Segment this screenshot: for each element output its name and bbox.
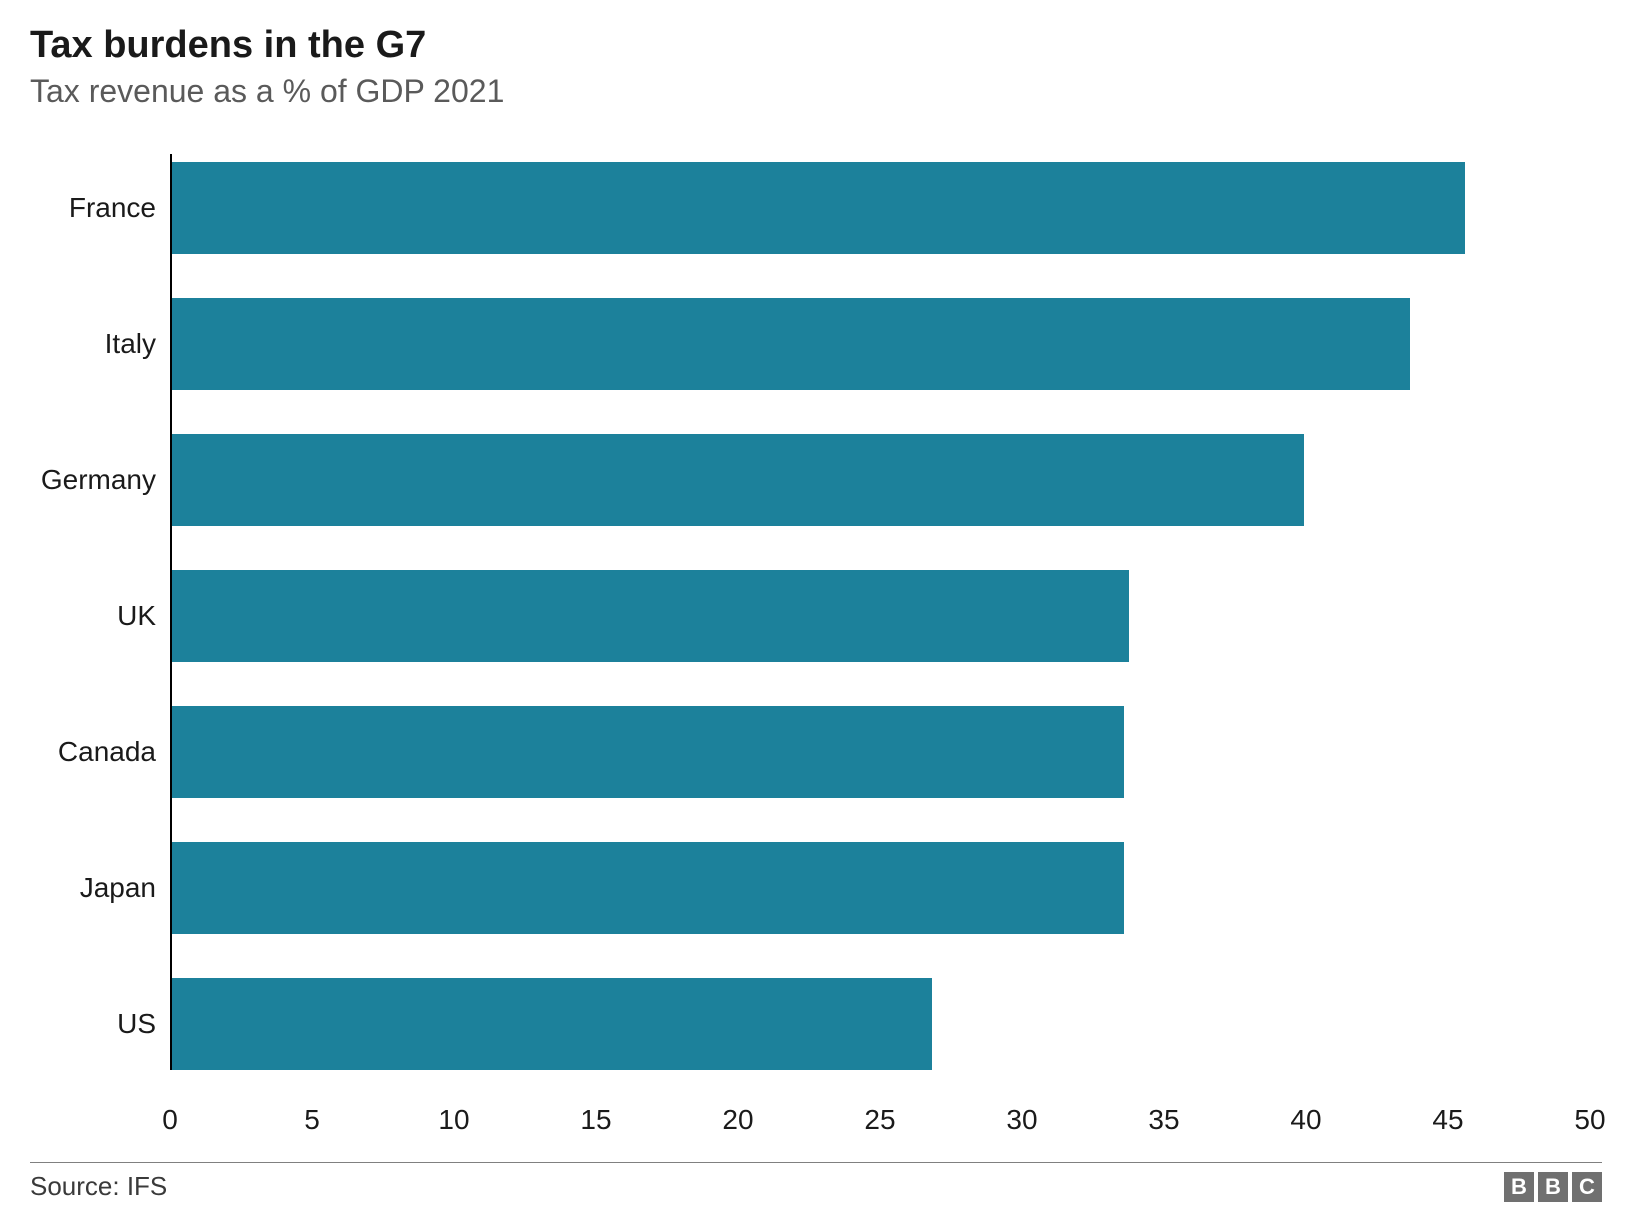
chart-row: Canada [30, 684, 1602, 820]
y-axis-label: Japan [30, 872, 170, 904]
x-tick-label: 30 [1006, 1104, 1037, 1136]
x-tick-label: 10 [438, 1104, 469, 1136]
chart-subtitle: Tax revenue as a % of GDP 2021 [30, 73, 1602, 110]
bar-plot-cell [170, 412, 1602, 548]
bbc-logo-box: B [1538, 1172, 1568, 1202]
x-tick-label: 0 [162, 1104, 178, 1136]
x-tick-label: 45 [1432, 1104, 1463, 1136]
chart-row: Italy [30, 276, 1602, 412]
y-axis-label: UK [30, 600, 170, 632]
chart-footer: Source: IFS BBC [30, 1162, 1602, 1202]
chart-row: France [30, 140, 1602, 276]
y-axis-label: Germany [30, 464, 170, 496]
y-axis-label: Italy [30, 328, 170, 360]
bbc-logo: BBC [1504, 1172, 1602, 1202]
chart-row: US [30, 956, 1602, 1092]
bar-plot-cell [170, 956, 1602, 1092]
chart-row: Japan [30, 820, 1602, 956]
chart-area: France Italy Germany UK Canada Japan US 0 5 10 15 2… [30, 140, 1602, 1142]
bar [170, 162, 1465, 254]
source-label: Source: IFS [30, 1171, 167, 1202]
chart-title: Tax burdens in the G7 [30, 24, 1602, 67]
y-axis-label: France [30, 192, 170, 224]
x-tick-label: 5 [304, 1104, 320, 1136]
y-axis-label: Canada [30, 736, 170, 768]
bar-plot-cell [170, 820, 1602, 956]
bar-plot-cell [170, 684, 1602, 820]
bar [170, 298, 1410, 390]
x-tick-label: 40 [1290, 1104, 1321, 1136]
x-tick-label: 15 [580, 1104, 611, 1136]
x-axis: 05101520253035404550 [170, 1092, 1590, 1142]
bar [170, 978, 932, 1070]
bbc-logo-box: B [1504, 1172, 1534, 1202]
x-tick-label: 35 [1148, 1104, 1179, 1136]
bar-plot-cell [170, 548, 1602, 684]
bar [170, 570, 1129, 662]
x-axis-row: 0 5 10 15 20 25 30 35 40 45 50 [30, 1092, 1602, 1142]
x-tick-label: 25 [864, 1104, 895, 1136]
bar [170, 706, 1124, 798]
bbc-logo-box: C [1572, 1172, 1602, 1202]
y-axis-label: US [30, 1008, 170, 1040]
x-tick-label: 50 [1574, 1104, 1605, 1136]
chart-row: UK [30, 548, 1602, 684]
bar [170, 434, 1304, 526]
bar-plot-cell [170, 276, 1602, 412]
chart-container: Tax burdens in the G7 Tax revenue as a %… [0, 0, 1632, 1224]
x-tick-label: 20 [722, 1104, 753, 1136]
bar [170, 842, 1124, 934]
bar-plot-cell [170, 140, 1602, 276]
chart-row: Germany [30, 412, 1602, 548]
